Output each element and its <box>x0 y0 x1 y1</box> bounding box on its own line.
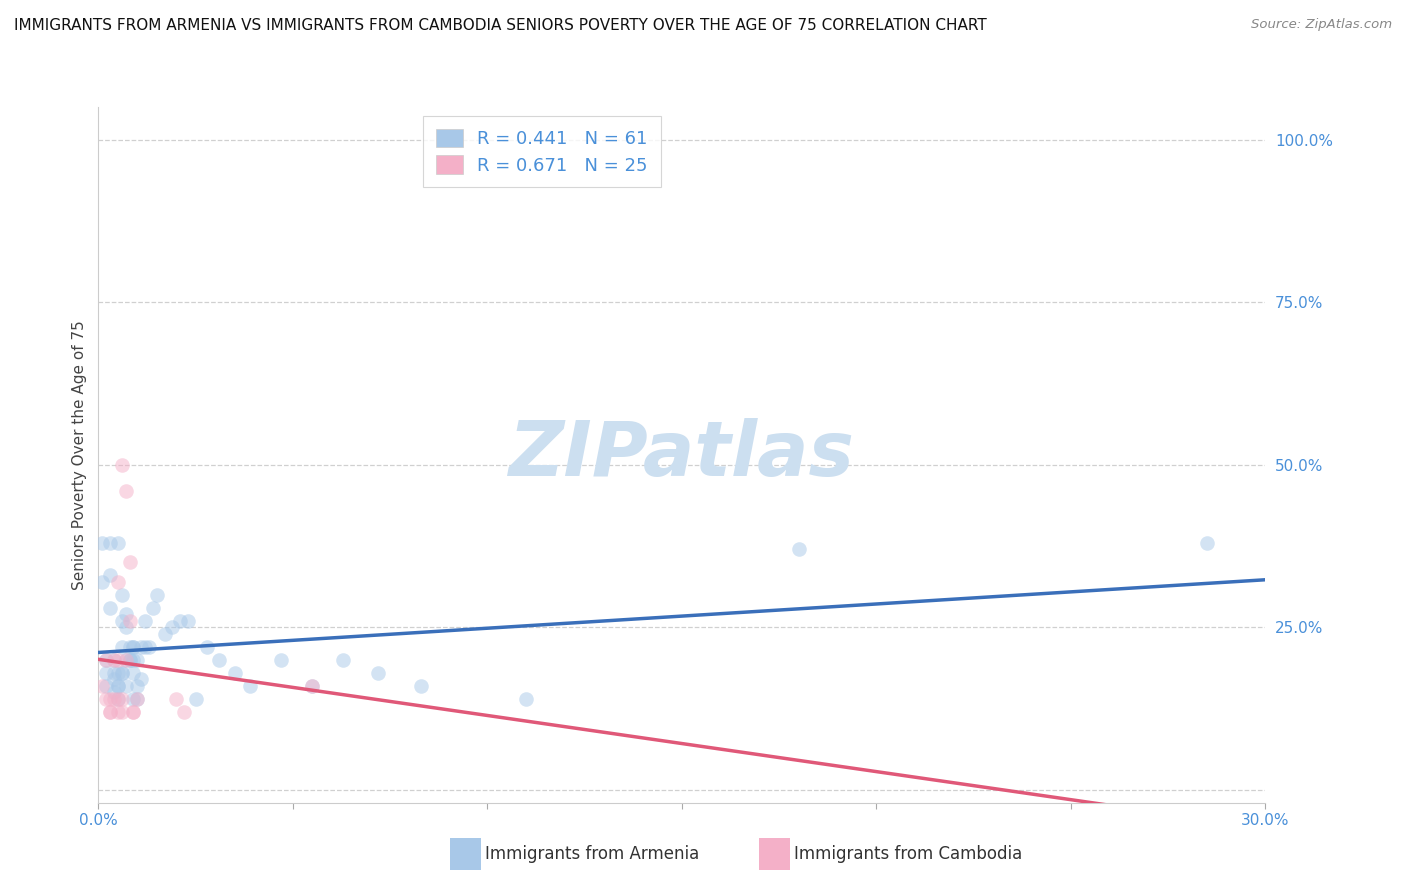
Point <box>107 705 129 719</box>
Point <box>107 679 129 693</box>
Point <box>114 679 136 693</box>
Point <box>111 705 134 719</box>
Point <box>122 653 145 667</box>
Y-axis label: Seniors Poverty Over the Age of 75: Seniors Poverty Over the Age of 75 <box>72 320 87 590</box>
Point <box>114 483 136 498</box>
Point <box>96 653 118 667</box>
Point <box>127 691 149 706</box>
Point <box>239 679 262 693</box>
Point <box>114 653 136 667</box>
Point <box>107 691 129 706</box>
Point <box>96 691 118 706</box>
Point <box>111 614 134 628</box>
Point <box>96 679 118 693</box>
Point <box>91 679 114 693</box>
Point <box>367 665 389 680</box>
Point <box>107 653 129 667</box>
Point <box>98 705 121 719</box>
Point <box>122 640 145 654</box>
Point <box>107 535 129 549</box>
Point <box>515 691 537 706</box>
Text: Immigrants from Cambodia: Immigrants from Cambodia <box>794 845 1022 863</box>
Text: Source: ZipAtlas.com: Source: ZipAtlas.com <box>1251 18 1392 31</box>
Point <box>96 653 118 667</box>
Point <box>195 640 218 654</box>
Point <box>107 574 129 589</box>
Point <box>107 679 129 693</box>
Point <box>98 600 121 615</box>
Text: ZIPatlas: ZIPatlas <box>509 418 855 491</box>
Point <box>127 653 149 667</box>
Point <box>127 679 149 693</box>
Point <box>98 568 121 582</box>
Point <box>111 640 134 654</box>
Point <box>103 691 125 706</box>
Point <box>332 653 354 667</box>
Point <box>98 705 121 719</box>
Point <box>91 535 114 549</box>
Point <box>1195 535 1218 549</box>
Point <box>301 679 323 693</box>
Point <box>208 653 231 667</box>
Point <box>138 640 160 654</box>
Point <box>301 679 323 693</box>
Point <box>111 691 134 706</box>
Point <box>107 665 129 680</box>
Point <box>122 691 145 706</box>
Point <box>103 672 125 686</box>
Point <box>118 640 141 654</box>
Point <box>103 665 125 680</box>
Point <box>127 691 149 706</box>
Point <box>162 620 184 634</box>
Point <box>103 685 125 699</box>
Point <box>103 653 125 667</box>
Text: IMMIGRANTS FROM ARMENIA VS IMMIGRANTS FROM CAMBODIA SENIORS POVERTY OVER THE AGE: IMMIGRANTS FROM ARMENIA VS IMMIGRANTS FR… <box>14 18 987 33</box>
Point <box>146 588 169 602</box>
Point <box>114 607 136 622</box>
Point <box>111 588 134 602</box>
Point <box>184 691 207 706</box>
Point <box>103 653 125 667</box>
Point <box>122 705 145 719</box>
Point <box>169 614 191 628</box>
Point <box>122 665 145 680</box>
Point <box>118 614 141 628</box>
Point <box>114 620 136 634</box>
Point <box>153 626 176 640</box>
Point <box>411 679 433 693</box>
Point <box>98 691 121 706</box>
Legend: R = 0.441   N = 61, R = 0.671   N = 25: R = 0.441 N = 61, R = 0.671 N = 25 <box>423 116 661 187</box>
Point <box>107 691 129 706</box>
Point <box>177 614 200 628</box>
Point <box>114 653 136 667</box>
Point <box>122 640 145 654</box>
Text: Immigrants from Armenia: Immigrants from Armenia <box>485 845 699 863</box>
Point <box>118 555 141 569</box>
Point <box>142 600 165 615</box>
Point <box>129 672 152 686</box>
Point <box>96 665 118 680</box>
Point <box>134 640 156 654</box>
Point <box>173 705 195 719</box>
Point <box>118 653 141 667</box>
Point <box>111 665 134 680</box>
Point <box>111 665 134 680</box>
Point <box>129 640 152 654</box>
Point <box>111 458 134 472</box>
Point <box>122 705 145 719</box>
Point <box>118 653 141 667</box>
Point <box>224 665 246 680</box>
Point <box>270 653 292 667</box>
Point <box>134 614 156 628</box>
Point <box>787 542 810 557</box>
Point <box>165 691 187 706</box>
Point <box>91 574 114 589</box>
Point <box>98 535 121 549</box>
